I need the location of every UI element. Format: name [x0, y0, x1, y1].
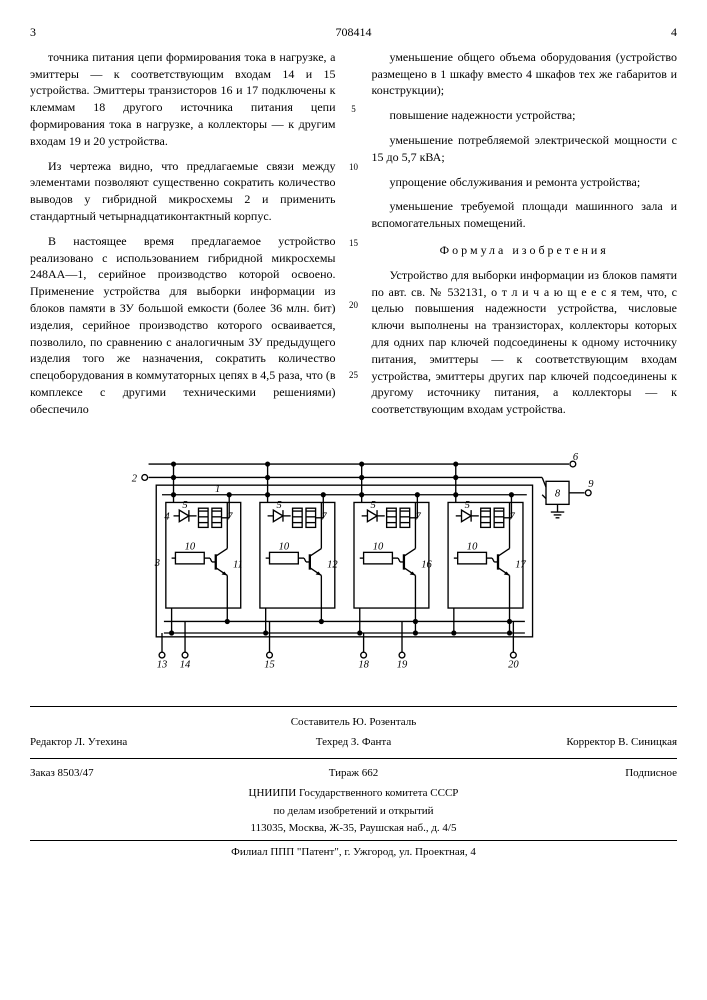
footer-branch: Филиал ППП "Патент", г. Ужгород, ул. Про…	[30, 845, 677, 860]
footer-compiler: Составитель Ю. Розенталь	[30, 715, 677, 730]
footer-address: 113035, Москва, Ж-35, Раушская наб., д. …	[30, 821, 677, 836]
claim-paragraph: Устройство для выборки информации из бло…	[372, 267, 678, 418]
left-paragraph-2: Из чертежа видно, что предлагаемые связи…	[30, 158, 336, 225]
svg-text:13: 13	[156, 659, 167, 670]
svg-text:5: 5	[464, 500, 469, 511]
right-paragraph-4: упрощение обслуживания и ремонта устройс…	[372, 174, 678, 191]
svg-text:15: 15	[264, 659, 275, 670]
svg-text:14: 14	[179, 659, 190, 670]
svg-text:8: 8	[554, 489, 560, 500]
footer-order: Заказ 8503/47	[30, 766, 246, 781]
svg-text:17: 17	[515, 560, 526, 571]
left-paragraph-3: В настоящее время предлагаемое устройств…	[30, 233, 336, 418]
svg-text:10: 10	[466, 541, 477, 552]
svg-text:3: 3	[153, 558, 159, 569]
svg-text:2: 2	[131, 473, 137, 484]
right-paragraph-1: уменьшение общего объема оборудования (у…	[372, 49, 678, 99]
footer-org-1: ЦНИИПИ Государственного комитета СССР	[30, 786, 677, 801]
right-paragraph-2: повышение надежности устройства;	[372, 107, 678, 124]
right-column: уменьшение общего объема оборудования (у…	[372, 49, 678, 426]
line-number-5: 5	[351, 103, 356, 116]
line-number-20: 20	[349, 299, 358, 312]
footer-subscription: Подписное	[461, 766, 677, 781]
circuit-diagram: 6218934571011571012571016571017131415181…	[30, 446, 677, 676]
document-number: 708414	[336, 24, 372, 41]
svg-text:4: 4	[164, 512, 170, 523]
svg-text:10: 10	[184, 541, 195, 552]
svg-text:10: 10	[372, 541, 383, 552]
svg-text:6: 6	[572, 452, 578, 463]
svg-text:20: 20	[508, 659, 519, 670]
footer-corrector: Корректор В. Синицкая	[461, 735, 677, 750]
svg-text:11: 11	[233, 560, 243, 571]
footer-editor: Редактор Л. Утехина	[30, 735, 246, 750]
line-number-15: 15	[349, 237, 358, 250]
svg-text:19: 19	[396, 659, 407, 670]
right-paragraph-3: уменьшение потребляемой электрической мо…	[372, 132, 678, 166]
line-number-10: 10	[349, 161, 358, 174]
two-column-body: точника питания цепи формирования тока в…	[30, 49, 677, 426]
footer-tech: Техред З. Фанта	[246, 735, 462, 750]
footer-tirazh: Тираж 662	[246, 766, 462, 781]
svg-text:5: 5	[370, 500, 375, 511]
footer-org-2: по делам изобретений и открытий	[30, 804, 677, 819]
svg-text:12: 12	[327, 560, 338, 571]
left-paragraph-1: точника питания цепи формирования тока в…	[30, 49, 336, 150]
svg-text:9: 9	[588, 479, 594, 490]
page-number-right: 4	[671, 24, 677, 41]
left-column: точника питания цепи формирования тока в…	[30, 49, 336, 426]
footer-block: Составитель Ю. Розенталь Редактор Л. Уте…	[30, 706, 677, 861]
svg-text:5: 5	[182, 500, 187, 511]
line-number-25: 25	[349, 369, 358, 382]
formula-heading: Формула изобретения	[372, 242, 678, 259]
right-paragraph-5: уменьшение требуемой площади машинного з…	[372, 198, 678, 232]
svg-text:18: 18	[358, 659, 369, 670]
svg-text:16: 16	[421, 560, 432, 571]
svg-text:10: 10	[278, 541, 289, 552]
page-number-left: 3	[30, 24, 36, 41]
page-header: 3 708414 4	[30, 24, 677, 41]
svg-text:5: 5	[276, 500, 281, 511]
